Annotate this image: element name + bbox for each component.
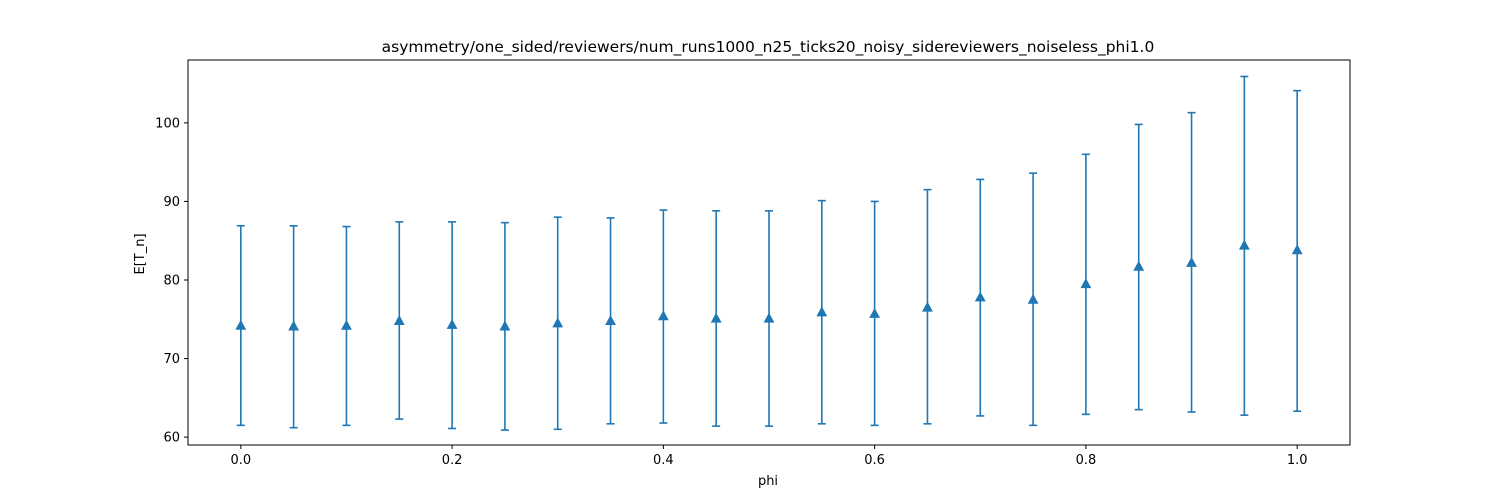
triangle-marker: [288, 320, 300, 331]
y-tick-label: 80: [163, 274, 180, 289]
triangle-marker: [235, 319, 247, 330]
data-point: [763, 210, 775, 427]
triangle-marker: [869, 307, 881, 318]
data-point: [816, 199, 828, 425]
triangle-marker: [446, 318, 458, 329]
data-point: [1238, 75, 1250, 416]
data-point: [288, 224, 300, 429]
data-point: [1133, 123, 1145, 411]
x-axis: 0.0 0.2 0.4 0.6 0.8 1.0: [230, 445, 1308, 468]
data-point: [1291, 89, 1303, 413]
triangle-marker: [393, 315, 405, 326]
data-point: [922, 188, 933, 425]
triangle-marker: [763, 312, 775, 323]
x-tick-label: 0.6: [864, 453, 885, 468]
triangle-marker: [1238, 239, 1250, 250]
triangle-marker: [605, 315, 616, 326]
triangle-marker: [341, 319, 352, 330]
triangle-marker: [922, 301, 933, 312]
data-point: [974, 178, 986, 417]
data-point: [341, 225, 352, 427]
data-point: [499, 221, 511, 431]
y-tick-label: 60: [163, 431, 180, 446]
y-tick-label: 70: [163, 352, 180, 367]
triangle-marker: [710, 312, 722, 323]
y-axis-label: E[T_n]: [133, 233, 148, 274]
data-point: [1186, 111, 1197, 413]
data-point: [235, 224, 247, 427]
x-axis-label: phi: [758, 474, 778, 489]
data-point: [710, 210, 722, 427]
x-tick-label: 0.4: [653, 453, 674, 468]
triangle-marker: [1027, 293, 1039, 304]
y-axis: 60 70 80 90 100: [155, 116, 188, 446]
triangle-marker: [552, 317, 564, 328]
data-point: [657, 209, 669, 424]
triangle-marker: [499, 320, 511, 331]
data-point: [605, 217, 616, 425]
data-point: [552, 216, 564, 431]
data-point: [1027, 172, 1039, 427]
plot-frame: [187, 59, 1351, 446]
x-tick-label: 1.0: [1287, 453, 1308, 468]
triangle-marker: [1186, 256, 1197, 267]
triangle-marker: [1133, 260, 1145, 271]
triangle-marker: [974, 291, 986, 302]
data-point: [446, 221, 458, 430]
y-tick-label: 100: [155, 116, 180, 131]
triangle-marker: [816, 306, 828, 317]
triangle-marker: [657, 310, 669, 321]
x-tick-label: 0.2: [442, 453, 463, 468]
triangle-marker: [1080, 278, 1092, 289]
data-point: [869, 200, 881, 427]
plot-marks: [235, 75, 1303, 431]
triangle-marker: [1291, 244, 1303, 255]
y-tick-label: 90: [163, 195, 180, 210]
data-point: [393, 221, 405, 420]
data-point: [1080, 153, 1092, 416]
chart-title: asymmetry/one_sided/reviewers/num_runs10…: [382, 38, 1155, 57]
x-tick-label: 0.8: [1076, 453, 1097, 468]
x-tick-label: 0.0: [230, 453, 251, 468]
